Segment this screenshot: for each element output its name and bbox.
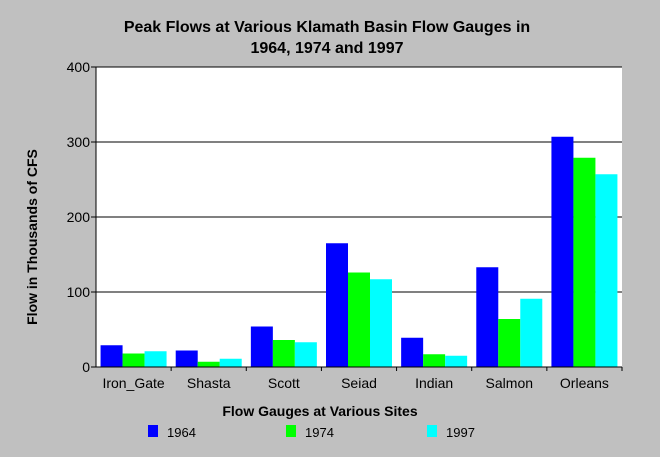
x-tick-label: Scott (268, 375, 300, 391)
legend-swatch-1964 (148, 425, 158, 437)
bar-1974-salmon (498, 319, 521, 367)
legend-label-1997: 1997 (446, 425, 475, 440)
bar-1974-indian (423, 354, 446, 367)
bar-1997-orleans (595, 174, 618, 367)
x-tick-label: Seiad (341, 375, 377, 391)
legend-swatch-1997 (427, 425, 437, 437)
bar-1974-iron-gate (122, 353, 145, 367)
bar-1997-shasta (219, 358, 242, 367)
legend: 1964 1974 1997 (148, 425, 475, 440)
bar-1974-scott (272, 340, 295, 367)
gridlines (96, 66, 622, 293)
axes (91, 66, 623, 371)
bar-1997-seiad (370, 279, 392, 367)
bar-1964-shasta (175, 350, 198, 367)
x-tick-label: Iron_Gate (102, 375, 164, 391)
legend-label-1964: 1964 (167, 425, 196, 440)
bar-1964-salmon (476, 267, 499, 367)
y-tick-label: 200 (67, 209, 91, 225)
bars (100, 136, 618, 367)
bar-1974-shasta (197, 361, 220, 367)
chart-title-line-1: Peak Flows at Various Klamath Basin Flow… (124, 19, 530, 36)
bar-1964-iron-gate (100, 345, 123, 367)
x-tick-labels: Iron_Gate Shasta Scott Seiad Indian Salmon Orl… (102, 375, 609, 391)
bar-1974-seiad (348, 272, 370, 367)
bar-1997-salmon (520, 298, 543, 367)
y-tick-label: 400 (67, 59, 91, 75)
bar-1997-indian (445, 355, 468, 367)
bar-1974-orleans (573, 157, 596, 367)
bar-1964-indian (401, 337, 424, 367)
chart-title-line-2: 1964, 1974 and 1997 (250, 40, 403, 57)
y-tick-label: 300 (67, 134, 91, 150)
x-tick-label: Salmon (486, 375, 533, 391)
y-tick-label: 100 (67, 284, 91, 300)
bar-1964-seiad (326, 243, 348, 367)
bar-1997-iron-gate (144, 351, 167, 367)
y-tick-label: 0 (82, 359, 90, 375)
legend-swatch-1974 (286, 425, 296, 437)
x-axis-label: Flow Gauges at Various Sites (222, 403, 417, 419)
bar-1964-scott (250, 326, 273, 367)
x-tick-label: Orleans (560, 375, 609, 391)
x-tick-label: Indian (415, 375, 453, 391)
legend-label-1974: 1974 (305, 425, 334, 440)
bar-1997-scott (294, 342, 317, 367)
bar-1964-orleans (551, 136, 574, 367)
y-tick-labels: 0 100 200 300 400 (67, 59, 91, 375)
x-tick-label: Shasta (187, 375, 231, 391)
y-axis-label: Flow in Thousands of CFS (24, 149, 40, 325)
